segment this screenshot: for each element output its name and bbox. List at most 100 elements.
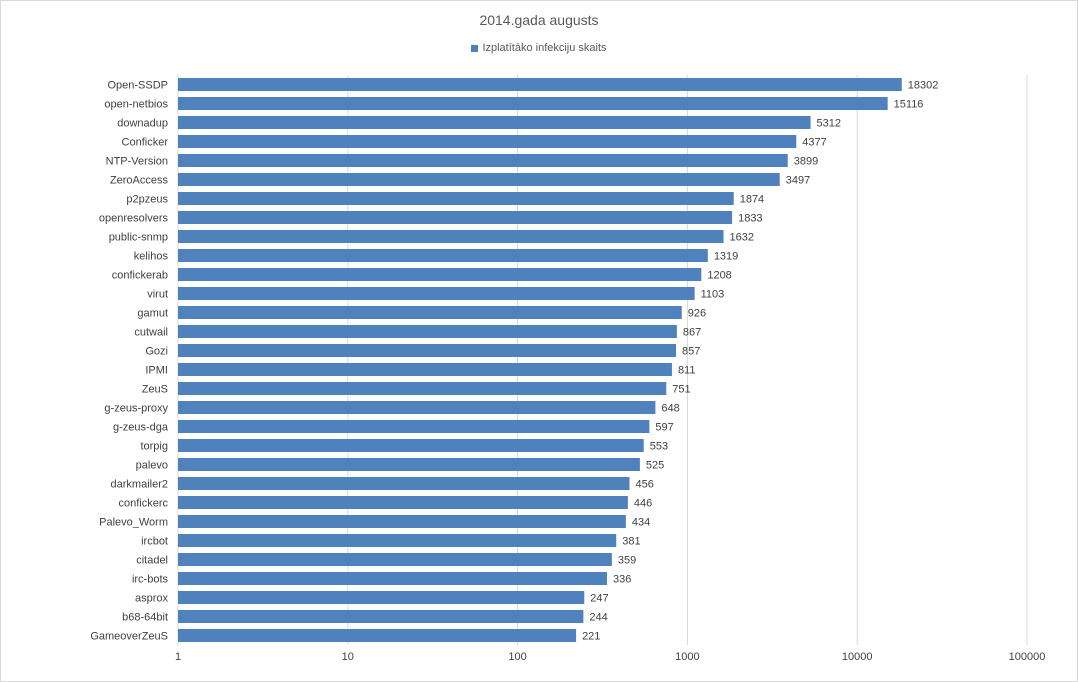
- x-tick-label: 100: [508, 651, 526, 663]
- category-label: ZeuS: [142, 384, 168, 396]
- data-label: 1103: [701, 289, 725, 301]
- category-label: IPMI: [145, 365, 168, 377]
- bar: [178, 591, 585, 604]
- category-label: Open-SSDP: [107, 80, 168, 92]
- data-label: 1319: [714, 251, 738, 263]
- x-tick-label: 1000: [675, 651, 699, 663]
- data-label: 525: [646, 460, 664, 472]
- bar: [178, 306, 682, 319]
- category-label: ircbot: [141, 536, 168, 548]
- bar: [178, 439, 644, 452]
- bar: [178, 97, 888, 110]
- category-label: g-zeus-proxy: [104, 403, 168, 415]
- x-tick-label: 1: [175, 651, 181, 663]
- category-label: irc-bots: [132, 574, 169, 586]
- x-tick-label: 100000: [1009, 651, 1046, 663]
- bar: [178, 287, 695, 300]
- data-label: 857: [682, 346, 700, 358]
- category-label: g-zeus-dga: [113, 422, 169, 434]
- bar: [178, 135, 797, 148]
- bar: [178, 629, 577, 642]
- bar: [178, 477, 630, 490]
- data-label: 867: [683, 327, 701, 339]
- bar: [178, 344, 677, 357]
- bar: [178, 211, 733, 224]
- data-label: 1874: [740, 194, 764, 206]
- category-label: Gozi: [145, 346, 168, 358]
- category-label: p2pzeus: [126, 194, 168, 206]
- bar: [178, 192, 734, 205]
- data-label: 15116: [894, 99, 924, 111]
- data-label: 1833: [738, 213, 762, 225]
- category-label: citadel: [136, 555, 168, 567]
- bar: [178, 553, 612, 566]
- x-tick-label: 10000: [842, 651, 873, 663]
- data-label: 221: [582, 631, 600, 643]
- category-label: openresolvers: [99, 213, 169, 225]
- data-label: 3899: [794, 156, 818, 168]
- bar: [178, 458, 640, 471]
- category-label: Palevo_Worm: [99, 517, 168, 529]
- category-label: confickerab: [112, 270, 168, 282]
- category-label: open-netbios: [104, 99, 168, 111]
- data-label: 446: [634, 498, 652, 510]
- bar: [178, 401, 656, 414]
- bar: [178, 363, 672, 376]
- bar: [178, 325, 677, 338]
- bar: [178, 173, 780, 186]
- data-label: 244: [589, 612, 607, 624]
- data-label: 3497: [786, 175, 810, 187]
- category-label: cutwail: [134, 327, 168, 339]
- data-label: 926: [688, 308, 706, 320]
- bar: [178, 420, 650, 433]
- legend: Izplatītāko infekciju skaits: [0, 42, 1078, 54]
- bar: [178, 230, 724, 243]
- category-label: public-snmp: [109, 232, 168, 244]
- category-label: GameoverZeuS: [90, 631, 168, 643]
- bar: [178, 78, 902, 91]
- data-label: 751: [672, 384, 690, 396]
- category-label: darkmailer2: [111, 479, 168, 491]
- data-label: 456: [635, 479, 653, 491]
- category-label: asprox: [135, 593, 169, 605]
- data-label: 434: [632, 517, 650, 529]
- bar: [178, 496, 628, 509]
- category-label: confickerc: [118, 498, 168, 510]
- category-label: Conficker: [122, 137, 169, 149]
- data-label: 597: [655, 422, 673, 434]
- bar: [178, 249, 708, 262]
- bar: [178, 382, 667, 395]
- data-label: 18302: [908, 80, 939, 92]
- bar: [178, 154, 788, 167]
- bar: [178, 515, 626, 528]
- data-label: 648: [661, 403, 679, 415]
- category-label: b68-64bit: [122, 612, 168, 624]
- category-label: virut: [147, 289, 168, 301]
- data-label: 553: [650, 441, 668, 453]
- category-label: palevo: [136, 460, 168, 472]
- legend-swatch: [471, 44, 479, 52]
- bar: [178, 268, 702, 281]
- category-label: kelihos: [134, 251, 169, 263]
- data-label: 1208: [707, 270, 731, 282]
- legend-label: Izplatītāko infekciju skaits: [482, 42, 607, 54]
- data-label: 5312: [817, 118, 841, 130]
- data-label: 811: [678, 365, 696, 377]
- data-label: 247: [590, 593, 608, 605]
- category-label: NTP-Version: [106, 156, 168, 168]
- bar: [178, 610, 584, 623]
- category-label: torpig: [140, 441, 168, 453]
- category-label: downadup: [117, 118, 168, 130]
- bar: [178, 116, 811, 129]
- bar: [178, 572, 607, 585]
- data-label: 381: [622, 536, 640, 548]
- category-label: gamut: [137, 308, 168, 320]
- data-label: 1632: [730, 232, 754, 244]
- x-tick-label: 10: [342, 651, 354, 663]
- category-label: ZeroAccess: [110, 175, 169, 187]
- bar: [178, 534, 617, 547]
- chart-title: 2014.gada augusts: [479, 12, 599, 28]
- data-label: 336: [613, 574, 631, 586]
